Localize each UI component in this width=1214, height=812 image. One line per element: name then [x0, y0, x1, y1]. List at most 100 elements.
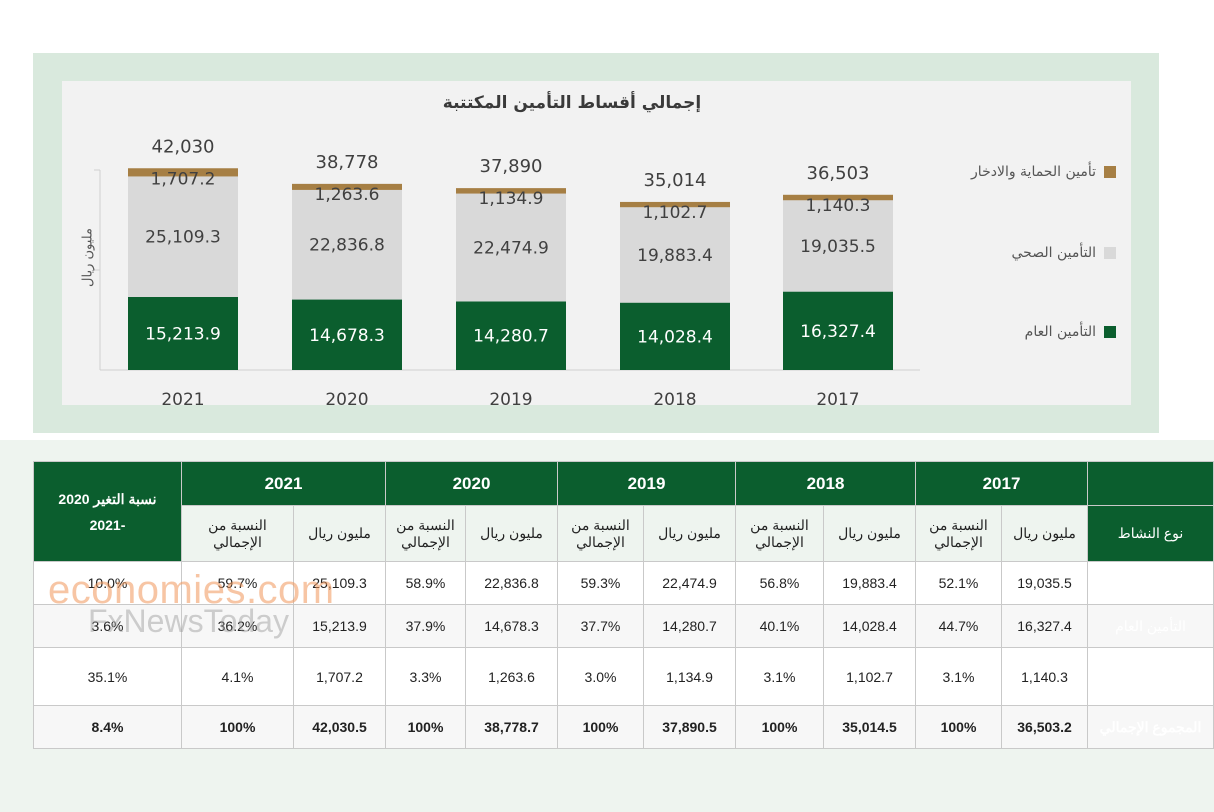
- table-row: التأمين الصحي 19,035.5 52.1% 19,883.4 56…: [33, 561, 1214, 605]
- bar-segment: [783, 194, 893, 201]
- legend-item-health: التأمين الصحي: [1012, 245, 1116, 261]
- table-row: تأمين الحماية والادخار 1,140.3 3.1% 1,10…: [33, 647, 1214, 706]
- bar-segment: [128, 176, 238, 297]
- legend-swatch: [1104, 247, 1116, 259]
- cell: 14,678.3: [465, 604, 558, 648]
- chart-title: إجمالي أقساط التأمين المكتتبة: [442, 93, 702, 113]
- stacked-bar-chart: 15,213.9 25,109.3 1,707.2 42,030 2021 14,678.…: [94, 136, 920, 410]
- cell: 36,503.2: [1001, 705, 1088, 749]
- cell: 37.9%: [385, 604, 466, 648]
- table-header-row: 2017 2018 2019 2020 2021 نسبة التغير 202…: [33, 461, 1214, 562]
- premiums-table: 2017 2018 2019 2020 2021 نسبة التغير 202…: [33, 461, 1214, 749]
- x-tick-label: 2019: [489, 390, 532, 410]
- data-label: 22,836.8: [309, 236, 385, 256]
- cell: 100%: [735, 705, 824, 749]
- data-label: 16,327.4: [800, 322, 876, 342]
- total-label: 36,503: [807, 163, 870, 184]
- x-tick-label: 2017: [816, 390, 859, 410]
- cell: 14,280.7: [643, 604, 736, 648]
- row-label: تأمين الحماية والادخار: [1087, 647, 1214, 706]
- bar-segment: [292, 189, 402, 300]
- header-empty: [1087, 461, 1214, 506]
- bar-segment: [620, 302, 730, 370]
- cell: 19,883.4: [823, 561, 916, 605]
- data-label: 19,035.5: [800, 237, 876, 257]
- cell: 100%: [915, 705, 1002, 749]
- cell: 44.7%: [915, 604, 1002, 648]
- sub-share-header: النسبة من الإجمالي: [915, 505, 1002, 562]
- cell: 59.3%: [557, 561, 644, 605]
- legend-item-general: التأمين العام: [1025, 324, 1116, 340]
- sub-share-header: النسبة من الإجمالي: [181, 505, 294, 562]
- cell: 58.9%: [385, 561, 466, 605]
- data-label: 22,474.9: [473, 239, 549, 259]
- total-label: 35,014: [644, 170, 707, 191]
- legend-label: التأمين الصحي: [1011, 245, 1096, 261]
- table-row-total: المجموع الإجمالي 36,503.2 100% 35,014.5 …: [33, 705, 1214, 749]
- year-header: 2017: [915, 461, 1088, 506]
- year-header: 2020: [385, 461, 558, 506]
- sub-share-header: النسبة من الإجمالي: [735, 505, 824, 562]
- cell: 3.1%: [735, 647, 824, 706]
- row-label: التأمين الصحي: [1087, 561, 1214, 605]
- x-tick-label: 2018: [653, 390, 696, 410]
- cell: 3.0%: [557, 647, 644, 706]
- data-label: 14,678.3: [309, 326, 385, 346]
- data-label: 14,028.4: [637, 327, 713, 347]
- cell: 37.7%: [557, 604, 644, 648]
- change-cell: 35.1%: [33, 647, 182, 706]
- cell: 1,134.9: [643, 647, 736, 706]
- year-header: 2019: [557, 461, 736, 506]
- bar-segment: [456, 188, 566, 194]
- total-label: 38,778: [316, 152, 379, 173]
- data-label: 1,134.9: [479, 189, 544, 209]
- data-label: 1,140.3: [806, 196, 871, 216]
- cell: 52.1%: [915, 561, 1002, 605]
- legend-label: تأمين الحماية والادخار: [971, 164, 1096, 180]
- bar-segment: [620, 201, 730, 208]
- cell: 22,836.8: [465, 561, 558, 605]
- table-subheader-row: نوع النشاط مليون ريال النسبة من الإجمالي…: [34, 505, 1214, 562]
- bar-segment: [292, 183, 402, 190]
- sub-share-header: النسبة من الإجمالي: [385, 505, 466, 562]
- cell: 1,102.7: [823, 647, 916, 706]
- cell: 42,030.5: [293, 705, 386, 749]
- cell: 1,707.2: [293, 647, 386, 706]
- bar-segment: [783, 291, 893, 370]
- cell: 15,213.9: [293, 604, 386, 648]
- cell: 19,035.5: [1001, 561, 1088, 605]
- data-label: 1,707.2: [151, 169, 216, 189]
- cell: 100%: [181, 705, 294, 749]
- sub-value-header: مليون ريال: [465, 505, 558, 562]
- data-label: 14,280.7: [473, 327, 549, 347]
- data-label: 25,109.3: [145, 228, 221, 248]
- bar-segment: [456, 193, 566, 302]
- chart-area: [62, 81, 1131, 405]
- legend-swatch: [1104, 166, 1116, 178]
- cell: 4.1%: [181, 647, 294, 706]
- sub-share-header: النسبة من الإجمالي: [557, 505, 644, 562]
- year-header: 2021: [181, 461, 386, 506]
- change-cell: 8.4%: [33, 705, 182, 749]
- data-label: 19,883.4: [637, 246, 713, 266]
- cell: 1,263.6: [465, 647, 558, 706]
- legend-swatch: [1104, 326, 1116, 338]
- y-axis-label: مليون ريال: [80, 228, 96, 287]
- x-tick-label: 2021: [161, 390, 204, 410]
- table-row: التأمين العام 16,327.4 44.7% 14,028.4 40…: [33, 604, 1214, 648]
- cell: 56.8%: [735, 561, 824, 605]
- cell: 37,890.5: [643, 705, 736, 749]
- cell: 14,028.4: [823, 604, 916, 648]
- x-tick-label: 2020: [325, 390, 368, 410]
- cell: 36.2%: [181, 604, 294, 648]
- legend-label: التأمين العام: [1024, 324, 1096, 340]
- data-label: 15,213.9: [145, 324, 221, 344]
- legend-item-savings: تأمين الحماية والادخار: [971, 164, 1116, 180]
- cell: 40.1%: [735, 604, 824, 648]
- row-label: التأمين العام: [1087, 604, 1214, 648]
- activity-header: نوع النشاط: [1087, 505, 1214, 562]
- sub-value-header: مليون ريال: [643, 505, 736, 562]
- bar-segment: [456, 301, 566, 370]
- total-label: 37,890: [480, 156, 543, 177]
- row-label: المجموع الإجمالي: [1087, 705, 1214, 749]
